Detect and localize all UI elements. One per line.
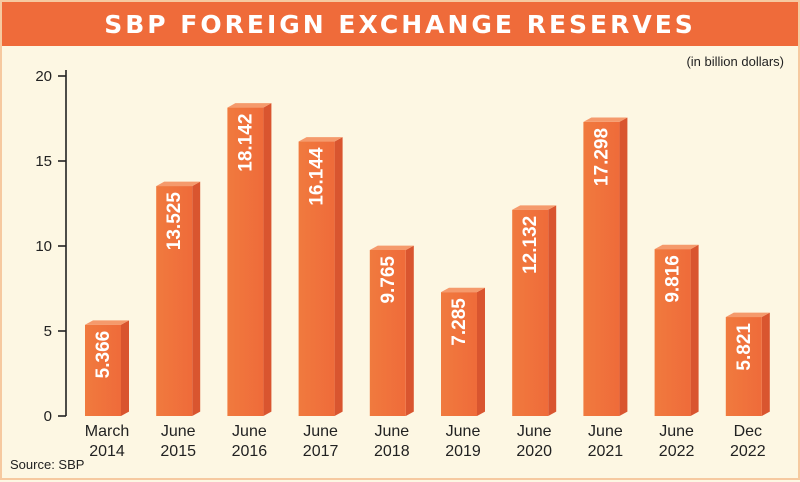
- bar: [512, 209, 549, 416]
- bar-value-label: 5.366: [93, 331, 114, 379]
- bar-top: [85, 320, 129, 325]
- x-tick-label: 2019: [445, 443, 481, 460]
- bar: [725, 317, 762, 416]
- x-tick-label: 2015: [160, 443, 196, 460]
- bar-side: [334, 137, 343, 417]
- bar-value-label: 9.816: [663, 255, 684, 303]
- bar-side: [405, 245, 414, 416]
- y-tick-label: 5: [44, 323, 52, 340]
- bar: [369, 249, 406, 416]
- bar: [156, 186, 193, 416]
- y-tick-label: 10: [35, 238, 52, 255]
- bar-side: [690, 244, 699, 416]
- x-tick-label: June: [232, 423, 267, 440]
- bar-side: [263, 103, 272, 416]
- x-tick-label: 2016: [232, 443, 268, 460]
- x-tick-label: 2020: [516, 443, 552, 460]
- bar-side: [548, 205, 557, 416]
- bar-value-label: 5.821: [734, 323, 755, 371]
- bar: [583, 121, 620, 417]
- bar-top: [227, 103, 272, 108]
- x-tick-label: Dec: [734, 423, 762, 440]
- x-tick-label: 2014: [89, 443, 125, 460]
- bar: [441, 292, 477, 416]
- x-tick-label: June: [303, 423, 338, 440]
- bar-side: [619, 117, 628, 416]
- bar-top: [156, 181, 201, 187]
- bar-value-label: 18.142: [235, 114, 256, 172]
- bar-value-label: 17.298: [591, 128, 612, 186]
- x-tick-label: 2022: [659, 443, 695, 460]
- x-tick-label: June: [659, 423, 694, 440]
- bar-side: [192, 181, 201, 416]
- x-tick-label: March: [85, 423, 129, 440]
- y-tick-label: 0: [44, 408, 52, 425]
- bar-side: [761, 312, 770, 416]
- bar-top: [369, 245, 414, 250]
- bar-top: [441, 287, 485, 293]
- x-tick-label: 2017: [303, 443, 339, 460]
- bar-top: [298, 137, 343, 142]
- bar: [654, 249, 691, 416]
- x-tick-label: June: [374, 423, 409, 440]
- bar-top: [725, 312, 770, 318]
- bar-value-label: 13.525: [164, 192, 185, 251]
- bar: [298, 141, 335, 416]
- source-note: Source: SBP: [10, 457, 85, 472]
- bar-side: [121, 320, 129, 416]
- bar-value-label: 9.765: [378, 256, 399, 304]
- x-tick-label: June: [161, 423, 196, 440]
- title-bar: SBP FOREIGN EXCHANGE RESERVES: [2, 2, 798, 46]
- bar-top: [583, 117, 628, 122]
- y-tick-label: 20: [35, 68, 52, 85]
- x-tick-label: 2018: [374, 443, 410, 460]
- bar-value-label: 16.144: [307, 147, 328, 206]
- unit-note: (in billion dollars): [686, 54, 784, 69]
- bar: [227, 107, 264, 416]
- bar-top: [512, 205, 557, 210]
- bar-side: [477, 287, 485, 416]
- bar: [85, 324, 121, 416]
- x-tick-label: June: [446, 423, 481, 440]
- x-tick-label: June: [517, 423, 552, 440]
- x-tick-label: June: [588, 423, 623, 440]
- y-tick-label: 15: [35, 153, 52, 170]
- bar-top: [654, 244, 699, 250]
- bar-value-label: 12.132: [520, 216, 541, 274]
- x-tick-label: 2021: [588, 443, 624, 460]
- chart-title: SBP FOREIGN EXCHANGE RESERVES: [104, 9, 696, 39]
- bar-value-label: 7.285: [449, 298, 470, 346]
- x-tick-label: 2022: [730, 443, 766, 460]
